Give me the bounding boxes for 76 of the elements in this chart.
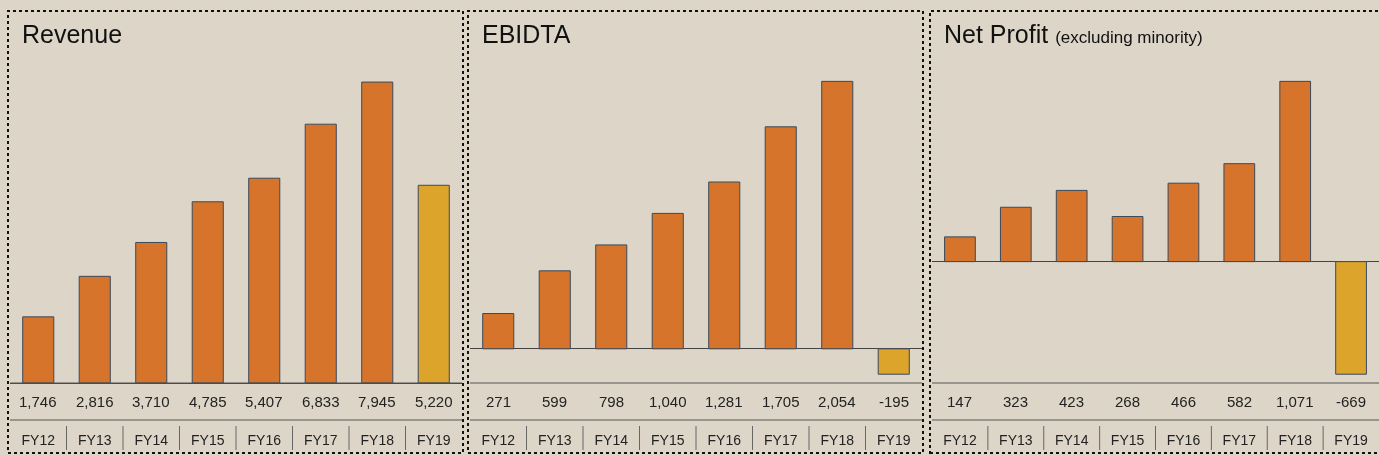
data-label: -195 [879,393,910,410]
data-label: 599 [542,393,568,410]
bar [538,270,571,350]
x-tick-label: FY19 [417,432,451,448]
bar [1279,80,1312,263]
x-tick-label: FY15 [651,432,685,448]
bar [1167,182,1200,263]
bar [22,316,55,383]
data-label: 1,071 [1276,393,1314,410]
data-label: 1,281 [705,393,743,410]
data-label: 323 [1003,393,1029,410]
bar [1111,216,1144,263]
data-label: 147 [947,393,973,410]
data-label: 798 [599,393,625,410]
bar [248,177,281,383]
x-tick-label: FY16 [707,432,742,448]
x-tick-label: FY12 [943,432,977,448]
data-label: 268 [1115,393,1141,410]
data-label: 271 [486,393,512,410]
data-label: 4,785 [189,393,227,410]
chart-title: Net Profit [944,20,1049,48]
data-label: -669 [1336,393,1367,410]
data-label: 423 [1059,393,1085,410]
bar [1335,261,1367,375]
x-tick-label: FY19 [877,432,911,448]
x-tick-label: FY19 [1334,432,1368,448]
bar [764,126,797,350]
x-tick-label: FY13 [78,432,112,448]
data-label: 1,705 [762,393,800,410]
x-tick-label: FY16 [247,432,282,448]
x-tick-label: FY17 [764,432,798,448]
x-tick-label: FY17 [1222,432,1257,448]
chart-title: EBIDTA [482,20,571,48]
bar [651,212,684,350]
x-tick-label: FY18 [1278,432,1313,448]
bar [78,275,111,383]
x-tick-label: FY14 [1054,432,1089,448]
x-tick-label: FY12 [481,432,516,448]
bar [482,313,515,350]
data-label: 5,407 [245,393,283,410]
x-tick-label: FY16 [1166,432,1201,448]
chart-title: Revenue [22,20,123,48]
data-label: 2,816 [76,393,114,410]
data-label: 3,710 [132,393,170,410]
data-label: 1,746 [19,393,57,410]
x-tick-label: FY18 [360,432,395,448]
data-label: 1,040 [649,393,687,410]
data-label: 582 [1227,393,1253,410]
bar [595,244,628,350]
bar [1223,163,1256,263]
bar [135,241,168,383]
bar [944,236,976,263]
bar [708,181,741,350]
x-tick-label: FY12 [21,432,56,448]
bar [877,348,910,375]
x-tick-label: FY15 [191,432,225,448]
bar [821,80,854,350]
bar [1055,189,1088,263]
x-tick-label: FY15 [1110,432,1145,448]
bar [417,184,450,383]
x-tick-label: FY13 [538,432,572,448]
x-tick-label: FY17 [304,432,338,448]
x-tick-label: FY14 [594,432,629,448]
data-label: 6,833 [302,393,340,410]
x-tick-label: FY14 [134,432,169,448]
bar [191,201,224,383]
data-label: 7,945 [358,393,396,410]
x-tick-label: FY13 [999,432,1033,448]
data-label: 466 [1171,393,1197,410]
data-label: 5,220 [415,393,453,410]
data-label: 2,054 [818,393,856,410]
bar [361,81,394,383]
bar [304,123,337,383]
chart-subtitle: (excluding minority) [1055,28,1203,47]
x-tick-label: FY18 [820,432,855,448]
bar [999,206,1032,263]
